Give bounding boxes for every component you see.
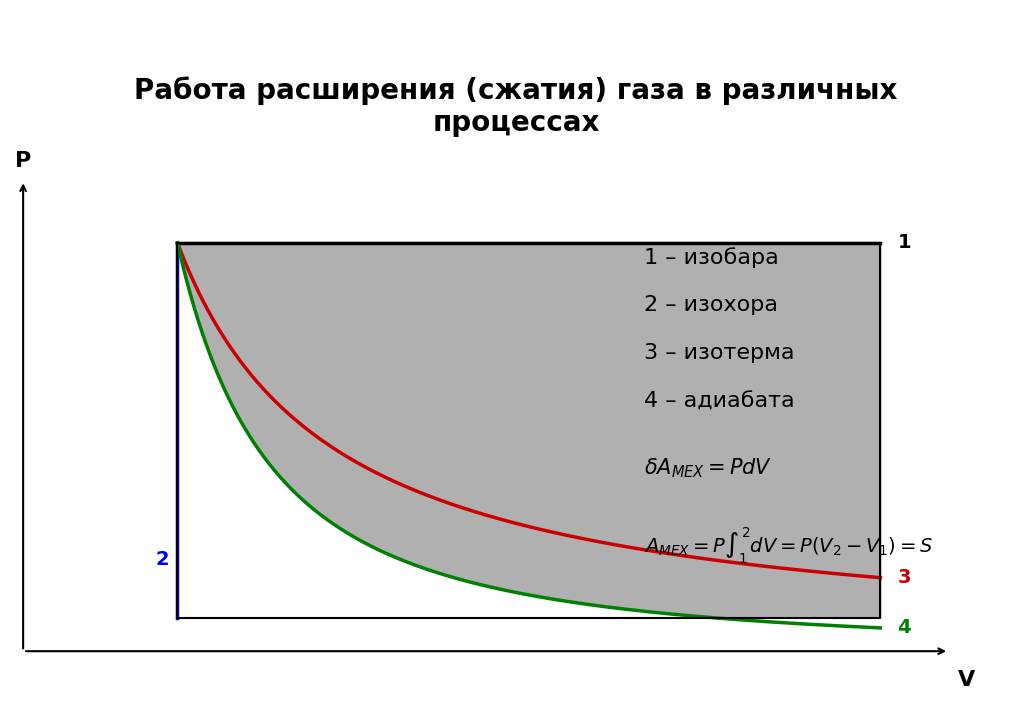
Text: P: P <box>15 151 32 171</box>
Text: 2: 2 <box>156 550 169 569</box>
Text: $\delta A_{MEX} = PdV$: $\delta A_{MEX} = PdV$ <box>644 457 773 481</box>
Text: 2 – изохора: 2 – изохора <box>644 295 778 315</box>
Text: 1 – изобара: 1 – изобара <box>644 247 779 268</box>
Text: 3: 3 <box>898 569 911 587</box>
Text: $A_{MEX} = P\int_{1}^{2}dV = P(V_2 - V_1) = S$: $A_{MEX} = P\int_{1}^{2}dV = P(V_2 - V_1… <box>644 525 934 566</box>
Text: 4 – адиабата: 4 – адиабата <box>644 392 795 411</box>
Text: V: V <box>957 670 975 690</box>
Text: 1: 1 <box>898 234 911 252</box>
Text: 4: 4 <box>898 618 911 637</box>
Text: 3 – изотерма: 3 – изотерма <box>644 343 795 363</box>
Text: Работа расширения (сжатия) газа в различных
процессах: Работа расширения (сжатия) газа в различ… <box>134 76 898 137</box>
